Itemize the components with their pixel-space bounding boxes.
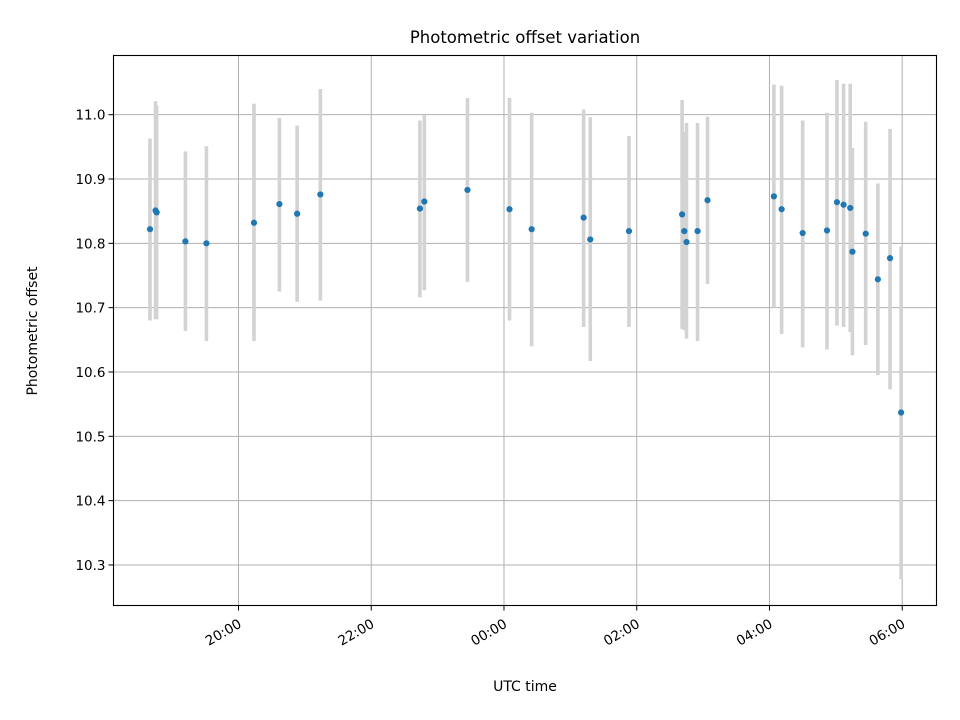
data-point xyxy=(528,226,535,233)
data-point xyxy=(683,238,690,246)
data-point xyxy=(203,240,210,247)
data-point xyxy=(833,199,841,206)
y-axis-label: Photometric offset xyxy=(25,266,41,396)
data-point xyxy=(678,211,686,218)
x-tick-label: 04:00 xyxy=(734,616,776,649)
data-point xyxy=(625,228,633,235)
data-point xyxy=(250,219,258,226)
data-point xyxy=(464,186,471,194)
data-point xyxy=(849,248,856,255)
x-tick-label: 02:00 xyxy=(601,616,643,649)
y-tick-label: 10.6 xyxy=(75,365,105,381)
y-tick-label: 10.4 xyxy=(75,494,105,510)
data-point xyxy=(886,255,894,262)
data-point xyxy=(587,236,594,243)
plot-frame xyxy=(112,54,938,607)
x-tick-label: 06:00 xyxy=(867,616,909,649)
data-point xyxy=(294,210,301,217)
grid xyxy=(113,55,937,606)
data-point xyxy=(704,197,711,204)
data-points xyxy=(146,186,905,416)
data-point xyxy=(182,238,189,245)
y-tick-label: 10.3 xyxy=(75,558,105,574)
data-point xyxy=(506,206,513,213)
x-axis-label: UTC time xyxy=(493,679,557,695)
y-tick-label: 10.8 xyxy=(75,236,105,252)
data-point xyxy=(898,409,905,416)
data-point xyxy=(840,201,847,208)
data-point xyxy=(770,193,777,200)
data-point xyxy=(694,228,701,235)
y-tick-label: 11.0 xyxy=(75,108,105,124)
data-point xyxy=(681,228,688,235)
data-point xyxy=(153,209,160,216)
data-point xyxy=(580,214,587,221)
data-point xyxy=(276,200,283,208)
chart-title: Photometric offset variation xyxy=(410,28,640,47)
y-tick-label: 10.5 xyxy=(75,429,105,445)
data-point xyxy=(317,191,324,198)
x-tick-label: 22:00 xyxy=(336,616,378,649)
data-point xyxy=(874,276,881,283)
data-point xyxy=(862,230,869,237)
data-point xyxy=(778,206,785,213)
error-bars xyxy=(148,79,903,580)
data-point xyxy=(847,204,854,212)
data-point xyxy=(799,229,806,237)
data-point xyxy=(146,226,154,233)
y-tick-label: 10.9 xyxy=(75,172,105,188)
data-point xyxy=(421,198,428,205)
data-point xyxy=(823,227,831,234)
data-point xyxy=(416,205,424,212)
y-tick-label: 10.7 xyxy=(75,301,105,317)
x-tick-label: 20:00 xyxy=(203,616,245,649)
x-tick-label: 00:00 xyxy=(468,616,510,649)
